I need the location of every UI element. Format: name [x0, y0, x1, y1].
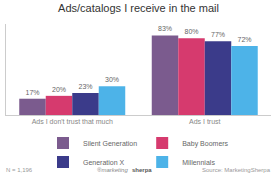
svg-text:30%: 30%: [105, 76, 119, 83]
svg-text:77%: 77%: [211, 31, 225, 38]
svg-text:83%: 83%: [158, 25, 172, 32]
svg-text:Silent Generation: Silent Generation: [83, 140, 137, 147]
svg-text:Ads I don't trust that much: Ads I don't trust that much: [32, 118, 113, 125]
svg-text:Ads I trust: Ads I trust: [189, 118, 221, 125]
svg-text:N = 1,196: N = 1,196: [6, 167, 33, 173]
svg-text:Ads/catalogs I receive in the: Ads/catalogs I receive in the mail: [58, 2, 219, 14]
svg-text:72%: 72%: [237, 36, 251, 43]
svg-text:Baby Boomers: Baby Boomers: [182, 140, 228, 148]
svg-text:Generation X: Generation X: [83, 159, 125, 166]
svg-text:®marketing: ®marketing: [97, 167, 128, 173]
svg-text:17%: 17%: [25, 89, 39, 96]
svg-text:sherpa: sherpa: [132, 167, 152, 173]
svg-text:23%: 23%: [78, 83, 92, 90]
svg-text:80%: 80%: [184, 28, 198, 35]
svg-text:Source: MarketingSherpa: Source: MarketingSherpa: [202, 167, 271, 173]
svg-text:Millennials: Millennials: [182, 159, 215, 166]
svg-text:20%: 20%: [52, 86, 66, 93]
